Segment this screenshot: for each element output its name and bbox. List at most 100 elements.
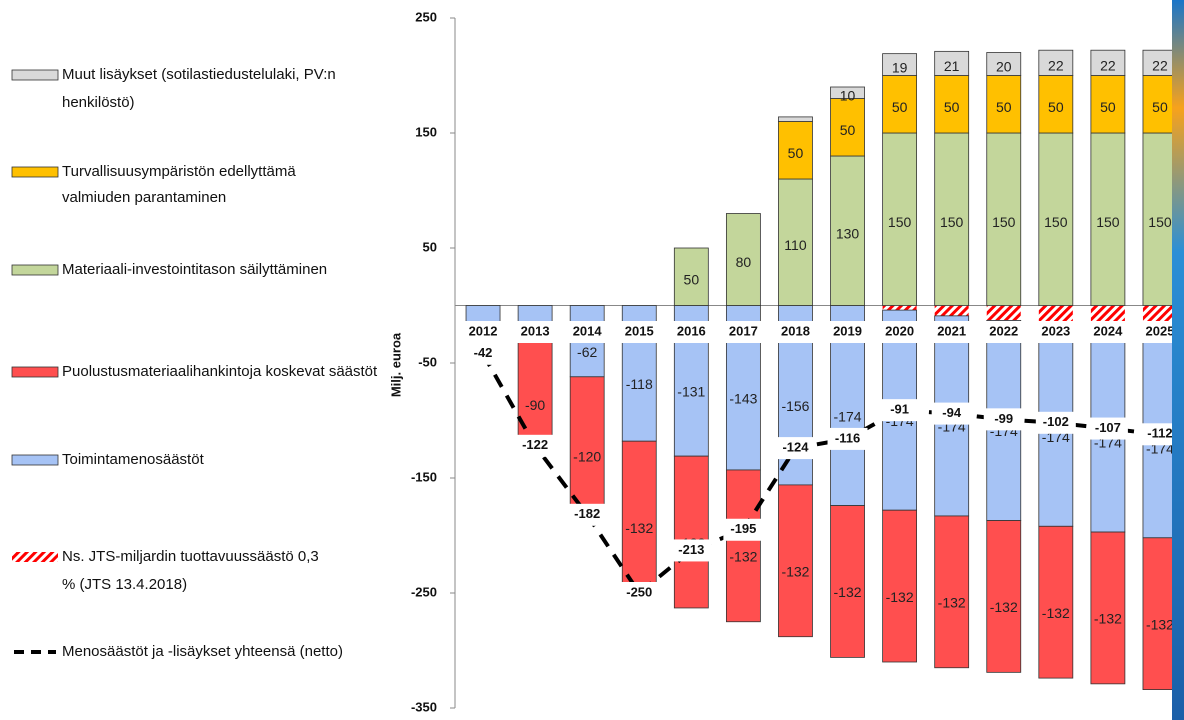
line-label-bg: [983, 408, 1024, 431]
legend-marker: [12, 552, 58, 562]
bar-segment: [830, 98, 865, 157]
legend-marker: [11, 166, 59, 178]
data-label: 150: [1096, 214, 1120, 230]
bar-segment: [882, 509, 918, 663]
bar-segment: [621, 440, 657, 594]
line-label-bg: [1087, 417, 1128, 440]
legend-item: Toimintamenosäästöt: [11, 451, 205, 468]
bar-segment: [778, 116, 813, 122]
bar-segment: [517, 341, 553, 447]
data-label: 110: [784, 237, 807, 253]
bar-segment: [569, 376, 605, 516]
data-label: -132: [729, 549, 757, 565]
data-label: -132: [1094, 611, 1122, 627]
bar-segment: [882, 132, 918, 306]
line-label-bg: [931, 402, 972, 425]
data-label: -132: [1146, 616, 1174, 632]
x-tick-label: 2023: [1041, 323, 1070, 338]
line-label-bg: [879, 399, 920, 422]
legend-line: Ns. JTS-miljardin tuottavuussäästö 0,3: [62, 548, 319, 565]
x-label-bg: [877, 321, 922, 343]
bar-segment: [986, 520, 1022, 673]
x-tick-label: 2014: [573, 323, 603, 338]
legend-item: Ns. JTS-miljardin tuottavuussäästö 0,3 % …: [12, 548, 319, 593]
legend-line: Puolustusmateriaalihankintoja koskevat s…: [62, 363, 378, 380]
x-tick-label: 2020: [885, 323, 914, 338]
x-label-bg: [1137, 321, 1172, 343]
bar-segment: [934, 305, 969, 316]
line-label-bg: [463, 342, 504, 365]
data-label: 50: [840, 122, 856, 138]
data-label: 150: [1148, 214, 1172, 230]
data-label: 150: [888, 214, 912, 230]
x-tick-label: 2018: [781, 323, 810, 338]
x-label-bg: [669, 321, 714, 343]
line-label-bg: [1035, 411, 1076, 434]
legend-marker: [11, 69, 59, 81]
legend-item: Materiaali-investointitason säilyttämine…: [11, 261, 327, 278]
data-label: -90: [525, 397, 545, 413]
legend-label: Menosäästöt ja -lisäykset yhteensä (nett…: [62, 643, 343, 660]
data-label: 50: [892, 99, 908, 115]
line-label: -112: [1147, 426, 1172, 441]
data-label: 50: [1100, 99, 1116, 115]
bar-segment: [1142, 49, 1172, 76]
data-label: 150: [992, 214, 1016, 230]
y-axis-label: Milj. euroa: [388, 332, 403, 397]
line-label: -42: [474, 345, 493, 360]
bar-segment: [986, 305, 1021, 321]
data-label: 22: [1152, 58, 1168, 74]
bar-segment: [778, 178, 813, 306]
line-label: -94: [942, 405, 962, 420]
x-label-bg: [565, 321, 610, 343]
line-label: -116: [835, 430, 860, 445]
line-label: -213: [678, 542, 704, 557]
x-tick-label: 2025: [1146, 323, 1175, 338]
y-tick-label: -50: [418, 354, 437, 369]
data-label: 130: [836, 225, 860, 241]
bar-segment: [1142, 75, 1172, 134]
line-label: -182: [574, 506, 600, 521]
legend-label: Puolustusmateriaalihankintoja koskevat s…: [62, 363, 378, 380]
line-label: -122: [522, 437, 548, 452]
line-label: -91: [890, 402, 909, 417]
data-label: 22: [1100, 58, 1116, 74]
bar-segment: [778, 484, 813, 638]
data-label: 20: [996, 59, 1012, 75]
data-label: 50: [684, 271, 700, 287]
legend-label: Muut lisäykset (sotilastiedustelulaki, P…: [62, 66, 336, 111]
x-label-bg: [773, 321, 818, 343]
bar-segment: [1038, 525, 1074, 679]
x-label-bg: [721, 321, 766, 343]
data-label: -120: [573, 449, 601, 465]
line-label: -124: [782, 440, 809, 455]
bar-segment: [1038, 75, 1074, 134]
data-label: 80: [736, 254, 752, 270]
line-label-bg: [671, 539, 712, 562]
y-tick-label: 50: [423, 239, 437, 254]
data-label: 22: [1048, 58, 1064, 74]
legend-label: Toimintamenosäästöt: [62, 451, 205, 468]
bar-segment: [882, 53, 918, 76]
y-tick-label: -350: [411, 699, 437, 714]
data-label: 21: [944, 58, 960, 74]
y-tick-label: 250: [415, 9, 437, 24]
line-label-bg: [1139, 423, 1172, 446]
legend-line: % (JTS 13.4.2018): [62, 576, 187, 593]
legend-item: Turvallisuusympäristön edellyttämä valmiu…: [11, 163, 296, 206]
data-label: -132: [834, 584, 862, 600]
data-label: 50: [996, 99, 1012, 115]
x-tick-label: 2017: [729, 323, 758, 338]
legend-line: valmiuden parantaminen: [62, 189, 226, 206]
legend-marker: [11, 454, 59, 466]
legend-label: Ns. JTS-miljardin tuottavuussäästö 0,3 % …: [62, 548, 319, 593]
x-tick-label: 2015: [625, 323, 654, 338]
line-label: -99: [994, 411, 1013, 426]
line-label: -107: [1095, 420, 1121, 435]
x-tick-label: 2024: [1093, 323, 1123, 338]
data-label: 19: [892, 59, 908, 75]
data-label: -132: [886, 589, 914, 605]
x-label-bg: [981, 321, 1026, 343]
bar-segment: [830, 155, 865, 306]
